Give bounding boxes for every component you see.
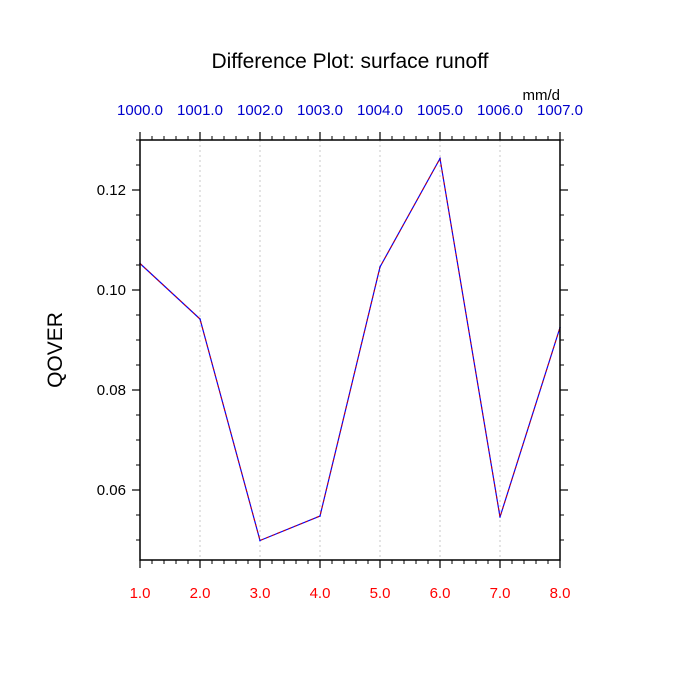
x-tick-label-bottom: 2.0 xyxy=(190,585,211,602)
x-tick-label-top: 1000.0 xyxy=(117,102,163,119)
x-tick-label-top: 1003.0 xyxy=(297,102,343,119)
x-tick-label-top: 1005.0 xyxy=(417,102,463,119)
x-tick-label-bottom: 3.0 xyxy=(250,585,271,602)
x-tick-label-bottom: 8.0 xyxy=(550,585,571,602)
y-tick-label: 0.08 xyxy=(97,382,126,399)
x-tick-label-bottom: 7.0 xyxy=(490,585,511,602)
units-label: mm/d xyxy=(523,87,561,104)
x-tick-label-bottom: 6.0 xyxy=(430,585,451,602)
x-tick-label-bottom: 4.0 xyxy=(310,585,331,602)
data-point xyxy=(379,266,381,268)
data-point xyxy=(259,539,261,542)
x-tick-label-top: 1004.0 xyxy=(357,102,403,119)
x-tick-label-top: 1002.0 xyxy=(237,102,283,119)
x-tick-label-bottom: 5.0 xyxy=(370,585,391,602)
x-tick-label-top: 1001.0 xyxy=(177,102,223,119)
tick-labels: 1.0 1000.0 2.0 1001.0 3.0 1002.0 4.0 1003.0 5.0 1… xyxy=(97,102,583,602)
y-tick-label: 0.12 xyxy=(97,182,126,199)
series-line xyxy=(139,156,561,542)
chart-title: Difference Plot: surface runoff xyxy=(211,50,488,73)
data-point xyxy=(199,318,201,320)
data-point xyxy=(499,516,501,518)
y-tick-label: 0.10 xyxy=(97,282,126,299)
data-point xyxy=(439,157,441,160)
data-point xyxy=(319,515,321,517)
series-line-dashes xyxy=(139,157,561,542)
x-tick-label-top: 1007.0 xyxy=(537,102,583,119)
y-axis-label: QOVER xyxy=(44,312,67,388)
tick-marks xyxy=(132,132,568,568)
plot-frame xyxy=(139,139,561,561)
y-tick-label: 0.06 xyxy=(97,482,126,499)
grid-lines xyxy=(199,140,501,560)
series-layer xyxy=(139,156,561,542)
x-tick-label-top: 1006.0 xyxy=(477,102,523,119)
x-tick-label-bottom: 1.0 xyxy=(130,585,151,602)
